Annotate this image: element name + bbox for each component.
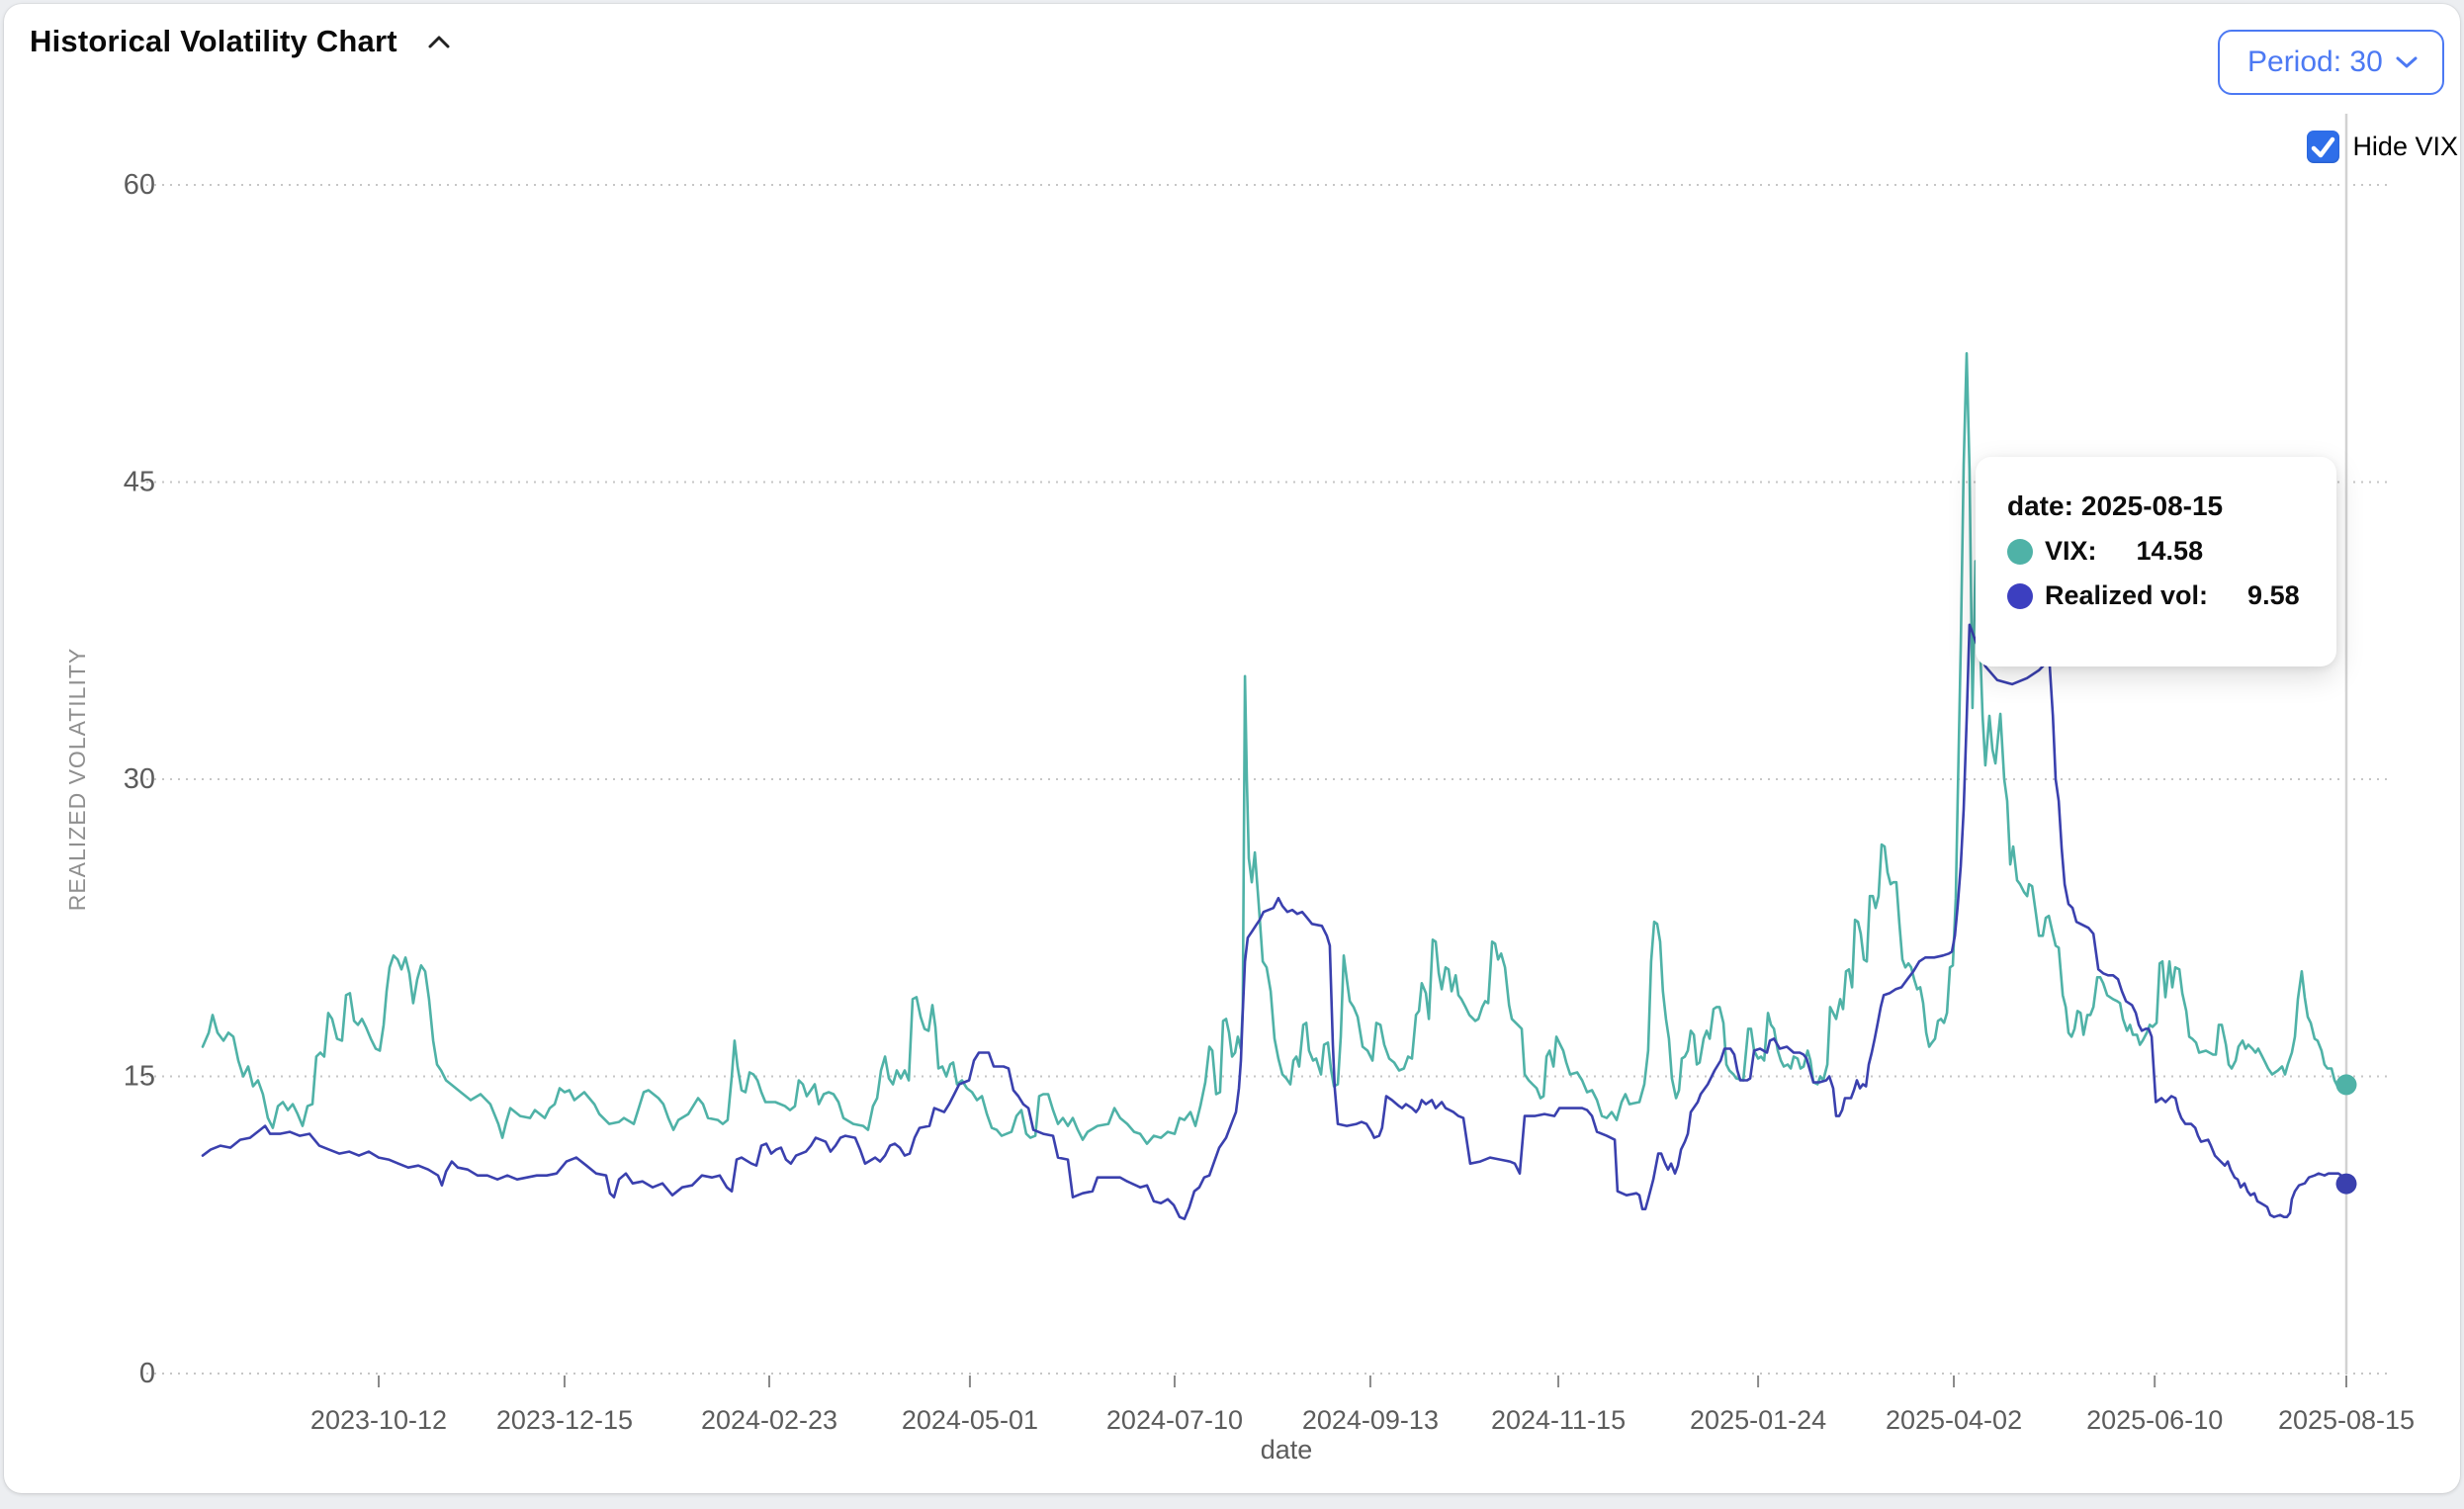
y-axis-title: REALIZED VOLATILITY <box>64 648 90 912</box>
x-tick-label-2024-05-01: 2024-05-01 <box>902 1405 1038 1435</box>
y-tick-label-0: 0 <box>139 1358 155 1389</box>
y-tick-label-45: 45 <box>124 467 155 498</box>
collapse-button[interactable] <box>423 31 455 53</box>
period-select[interactable]: Period: 30 <box>2218 30 2444 95</box>
x-tick-label-2025-01-24: 2025-01-24 <box>1690 1405 1826 1435</box>
x-axis-title: date <box>1261 1435 1313 1465</box>
volatility-chart[interactable]: 0 15 30 45 60 REALIZED VOLATILITY 2023-10-12 20… <box>4 4 2460 1493</box>
x-tick-label-2023-12-15: 2023-12-15 <box>496 1405 633 1435</box>
checkbox-check-icon <box>2312 136 2335 158</box>
chart-card: 0 15 30 45 60 REALIZED VOLATILITY 2023-10-12 20… <box>4 4 2460 1493</box>
vix-dot-icon <box>2007 538 2033 565</box>
x-tick-label-2025-06-10: 2025-06-10 <box>2086 1405 2223 1435</box>
tooltip-date-value: 2025-08-15 <box>2080 490 2224 521</box>
y-tick-label-60: 60 <box>124 169 155 201</box>
x-tick-label-2024-11-15: 2024-11-15 <box>1491 1405 1626 1435</box>
vix-end-dot <box>2335 1074 2357 1096</box>
hide-vix-label: Hide VIX <box>2352 132 2458 161</box>
y-tick-label-30: 30 <box>124 763 155 795</box>
x-tick-label-2023-10-12: 2023-10-12 <box>310 1405 447 1435</box>
chevron-up-icon <box>428 36 450 47</box>
hide-vix-control: Hide VIX <box>2307 131 2460 163</box>
realized-vol-dot-icon <box>2007 582 2033 609</box>
tooltip-row-vix: VIX: 14.58 <box>2007 536 2307 567</box>
realized-vol-line <box>201 623 2348 1220</box>
chart-tooltip: date: 2025-08-15 VIX: 14.58 Realized vol:… <box>1976 457 2336 666</box>
realized-vol-end-dot <box>2335 1173 2357 1195</box>
tooltip-realized-label: Realized vol: <box>2045 580 2209 610</box>
tooltip-date: date: 2025-08-15 <box>2007 490 2307 522</box>
y-tick-label-15: 15 <box>124 1061 155 1093</box>
tooltip-row-realized: Realized vol: 9.58 <box>2007 580 2307 611</box>
tooltip-vix-value: 14.58 <box>2136 536 2204 566</box>
x-tick-label-2024-02-23: 2024-02-23 <box>701 1405 837 1435</box>
x-tick-label-2024-07-10: 2024-07-10 <box>1106 1405 1243 1435</box>
vix-line <box>201 351 2348 1145</box>
x-tick-label-2024-09-13: 2024-09-13 <box>1302 1405 1439 1435</box>
x-tick-label-2025-08-15: 2025-08-15 <box>2278 1405 2415 1435</box>
tooltip-vix-label: VIX: <box>2045 536 2097 566</box>
tooltip-realized-value: 9.58 <box>2247 580 2300 610</box>
page-title: Historical Volatility Chart <box>30 24 397 58</box>
header: Historical Volatility Chart <box>30 24 455 59</box>
tooltip-date-label: date: <box>2007 490 2073 521</box>
x-tick-label-2025-04-02: 2025-04-02 <box>1886 1405 2022 1435</box>
hide-vix-checkbox[interactable] <box>2307 131 2340 163</box>
period-select-label: Period: 30 <box>2247 45 2383 78</box>
chevron-down-icon <box>2396 56 2418 68</box>
